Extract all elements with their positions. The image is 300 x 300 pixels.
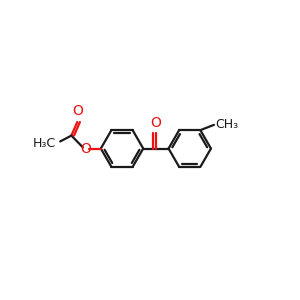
Text: CH₃: CH₃ (215, 118, 238, 131)
Text: O: O (151, 116, 161, 130)
Text: H₃C: H₃C (32, 137, 56, 150)
Text: O: O (81, 142, 92, 155)
Text: O: O (72, 104, 83, 118)
